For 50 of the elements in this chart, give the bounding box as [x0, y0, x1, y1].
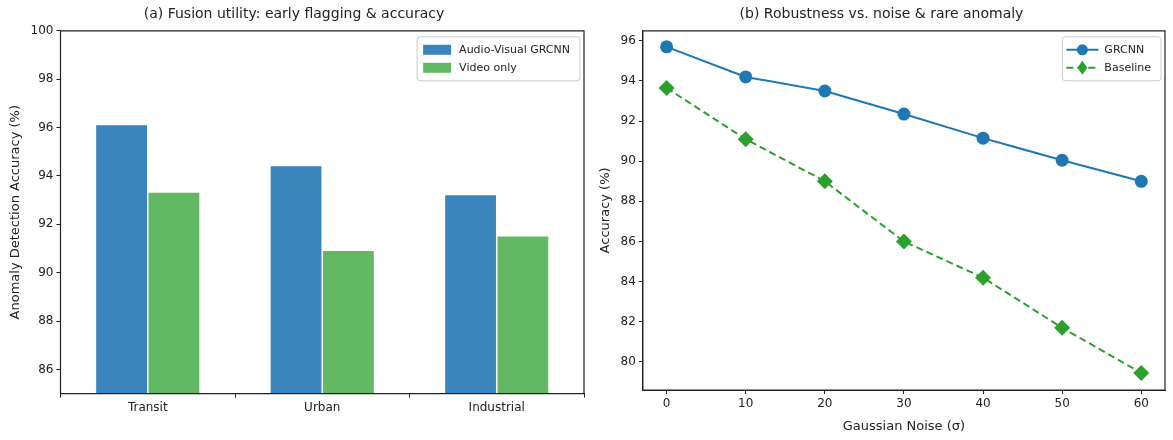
- x-tick-label: Transit: [126, 399, 168, 414]
- y-tick-label: 88: [620, 193, 636, 208]
- y-tick-label: 90: [620, 153, 636, 168]
- point: [895, 233, 912, 250]
- y-tick-label: 84: [620, 273, 636, 288]
- legend-label: GRCNN: [1104, 42, 1145, 56]
- y-tick-label: 96: [38, 119, 54, 134]
- legend-label: Baseline: [1104, 60, 1152, 74]
- chart-title: (a) Fusion utility: early flagging & accuracy: [143, 5, 445, 22]
- y-tick-label: 94: [620, 73, 636, 88]
- legend-label: Audio-Visual GRCNN: [459, 42, 570, 56]
- point: [739, 70, 753, 84]
- x-tick-label: 50: [1054, 396, 1070, 411]
- y-axis-title: Anomaly Detection Accuracy (%): [7, 104, 23, 320]
- y-tick-label: 98: [38, 71, 54, 86]
- x-tick-label: Urban: [304, 399, 341, 414]
- point: [660, 40, 674, 54]
- y-tick-label: 100: [30, 22, 54, 37]
- y-tick-label: 80: [620, 354, 636, 369]
- point: [1055, 153, 1069, 167]
- point: [737, 131, 754, 148]
- legend-label: Video only: [459, 60, 518, 74]
- point: [976, 131, 990, 145]
- x-tick-label: 10: [738, 396, 754, 411]
- point: [1134, 174, 1148, 188]
- x-tick-label: 60: [1133, 396, 1149, 411]
- point: [818, 84, 832, 98]
- x-tick-label: Industrial: [468, 399, 525, 414]
- y-tick-label: 86: [38, 361, 54, 376]
- y-tick-label: 90: [38, 264, 54, 279]
- x-axis-title: Gaussian Noise (σ): [842, 417, 966, 433]
- y-tick-label: 82: [620, 313, 636, 328]
- y-tick-label: 96: [620, 32, 636, 47]
- x-tick-label: 30: [896, 396, 912, 411]
- x-tick-label: 0: [662, 396, 671, 411]
- point: [816, 173, 833, 190]
- chart-title: (b) Robustness vs. noise & rare anomaly: [739, 5, 1024, 22]
- point: [1054, 319, 1071, 336]
- point: [1133, 364, 1150, 381]
- x-tick-label: 20: [817, 396, 833, 411]
- y-tick-label: 94: [38, 168, 54, 183]
- point: [975, 269, 992, 286]
- y-tick-label: 92: [620, 113, 636, 128]
- point: [897, 107, 911, 121]
- y-tick-label: 88: [38, 313, 54, 328]
- y-tick-label: 86: [620, 233, 636, 248]
- point: [658, 79, 675, 96]
- x-tick-label: 40: [975, 396, 991, 411]
- y-axis-title: Accuracy (%): [597, 167, 613, 254]
- y-tick-label: 92: [38, 216, 54, 231]
